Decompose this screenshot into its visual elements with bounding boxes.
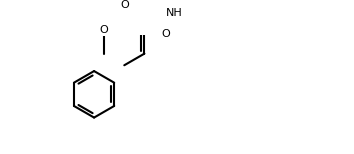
Text: O: O xyxy=(100,25,109,35)
Text: O: O xyxy=(162,29,171,39)
Text: NH: NH xyxy=(166,8,182,18)
Text: O: O xyxy=(120,0,129,10)
